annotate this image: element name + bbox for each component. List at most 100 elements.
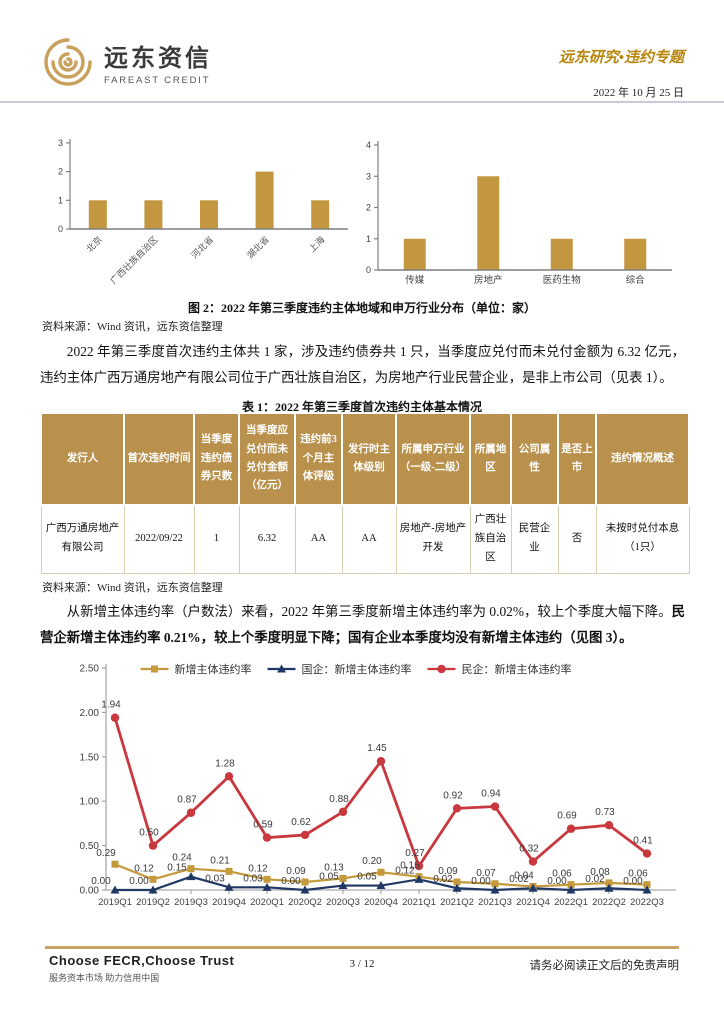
data-label: 0.03 xyxy=(243,873,263,884)
x-tick-label: 2021Q2 xyxy=(440,897,474,908)
x-tick-label: 2019Q4 xyxy=(212,897,246,908)
series-marker-square xyxy=(453,878,461,886)
series-marker-triangle xyxy=(604,883,614,892)
data-label: 0.87 xyxy=(177,795,197,806)
series-marker-circle xyxy=(338,807,348,817)
series-marker-triangle xyxy=(642,885,652,894)
data-label: 0.09 xyxy=(286,866,306,877)
series-marker-triangle xyxy=(224,882,234,891)
series-marker-triangle xyxy=(277,664,286,673)
y-tick-label: 2.00 xyxy=(80,708,100,719)
header-divider xyxy=(0,101,724,103)
series-marker-triangle xyxy=(490,885,500,894)
series-marker-square xyxy=(491,880,499,888)
data-label: 0.50 xyxy=(139,828,159,839)
table1-data-cell: 2022/09/22 xyxy=(123,504,195,574)
x-tick-label: 2022Q3 xyxy=(630,897,664,908)
data-label: 0.02 xyxy=(433,874,453,885)
data-label: 0.05 xyxy=(357,872,377,883)
data-label: 0.15 xyxy=(167,863,187,874)
series-marker-triangle xyxy=(376,881,386,890)
series-marker-circle xyxy=(110,713,120,722)
series-marker-circle xyxy=(186,808,196,817)
x-category-label: 医药生物 xyxy=(543,274,582,286)
x-tick-label: 2022Q2 xyxy=(592,897,626,908)
table1-header-cell: 当季度应兑付而未兑付金额（亿元） xyxy=(238,412,296,506)
figure3-default-rate-line-chart: 新增主体违约率 国企：新增主体违约率 民企：新增主体违约率 0.00 0.50 1.00 1… xyxy=(80,662,676,908)
data-label: 0.88 xyxy=(329,794,349,805)
table1-header-cell: 违约情况概述 xyxy=(595,412,690,506)
y-tick-label: 0 xyxy=(58,224,63,234)
table1-header-cell: 首次违约时间 xyxy=(123,412,195,506)
paragraph-default-rate: 从新增主体违约率（户数法）来看，2022 年第三季度新增主体违约率为 0.02%… xyxy=(40,599,685,651)
fareast-credit-logo: 远东资信 FAREAST CREDIT xyxy=(42,36,212,88)
x-tick-label: 2022Q1 xyxy=(554,897,588,908)
series-marker-triangle xyxy=(414,874,424,883)
table1-data-cell: 6.32 xyxy=(238,504,296,574)
series-marker-circle xyxy=(224,772,234,781)
data-label: 0.29 xyxy=(96,848,116,859)
y-tick-label: 2.50 xyxy=(80,664,100,675)
series-marker-triangle xyxy=(528,883,538,892)
y-tick-label: 3 xyxy=(366,171,371,181)
table1-data-cell: 民营企业 xyxy=(510,504,559,574)
data-label: 0.32 xyxy=(519,844,539,855)
y-tick-label: 0 xyxy=(366,265,371,275)
data-label: 0.09 xyxy=(438,866,458,877)
data-label: 1.94 xyxy=(101,700,121,711)
table1-title: 表 1：2022 年第三季度首次违约主体基本情况 xyxy=(241,400,482,414)
data-label: 0.21 xyxy=(210,855,230,866)
legend-label: 民企：新增主体违约率 xyxy=(462,662,572,676)
bar xyxy=(88,200,107,229)
y-tick-label: 1.50 xyxy=(80,752,100,763)
data-label: 0.27 xyxy=(405,848,425,859)
x-tick-label: 2021Q4 xyxy=(516,897,550,908)
data-label: 0.94 xyxy=(481,789,501,800)
data-label: 0.08 xyxy=(590,867,610,878)
series-marker-triangle xyxy=(338,881,348,890)
series-marker-square xyxy=(151,665,158,673)
data-label: 0.13 xyxy=(324,862,344,873)
data-label: 0.12 xyxy=(248,863,268,874)
bar xyxy=(550,238,573,270)
bar xyxy=(144,200,163,229)
series-marker-square xyxy=(605,879,613,887)
series-line xyxy=(113,717,648,870)
data-label: 0.06 xyxy=(628,869,648,880)
table1-header-cell: 发行时主体级别 xyxy=(341,412,397,506)
table1-data-cell: 广西壮族自治区 xyxy=(469,504,512,574)
table1-data-cell: 未按时兑付本息（1只） xyxy=(595,504,690,574)
x-category-label: 广西壮族自治区 xyxy=(107,234,159,286)
series-marker-square xyxy=(301,878,309,886)
x-tick-label: 2019Q1 xyxy=(98,897,132,908)
bar xyxy=(255,171,274,229)
series-marker-circle xyxy=(452,804,462,813)
brand-name-en: FAREAST CREDIT xyxy=(104,75,211,86)
page-number: 3 / 12 xyxy=(349,958,375,970)
data-label: 0.00 xyxy=(129,876,149,887)
x-tick-label: 2021Q1 xyxy=(402,897,436,908)
data-label: 0.05 xyxy=(319,872,339,883)
series-marker-circle xyxy=(376,757,386,766)
series-marker-circle xyxy=(262,833,272,842)
data-label: 0.73 xyxy=(595,807,615,818)
table1-header-cell: 当季度违约债券只数 xyxy=(193,412,240,506)
x-tick-label: 2020Q3 xyxy=(326,897,360,908)
data-label: 0.00 xyxy=(281,876,301,887)
footer-divider xyxy=(45,946,679,949)
brand-name-cn: 远东资信 xyxy=(104,45,212,72)
data-label: 0.12 xyxy=(134,863,154,874)
x-category-label: 北京 xyxy=(84,234,105,255)
data-label: 0.59 xyxy=(253,820,273,831)
data-label: 0.04 xyxy=(514,870,534,881)
table1-data-cell: AA xyxy=(294,504,343,574)
x-category-label: 上海 xyxy=(306,234,327,255)
series-marker-triangle xyxy=(566,885,576,894)
data-label: 0.06 xyxy=(552,869,572,880)
series-marker-circle xyxy=(437,664,446,674)
table1-header-cell: 公司属性 xyxy=(510,412,559,506)
bar xyxy=(403,238,426,270)
fareast-credit-logo-icon xyxy=(42,36,94,88)
y-tick-label: 1.00 xyxy=(80,797,100,808)
